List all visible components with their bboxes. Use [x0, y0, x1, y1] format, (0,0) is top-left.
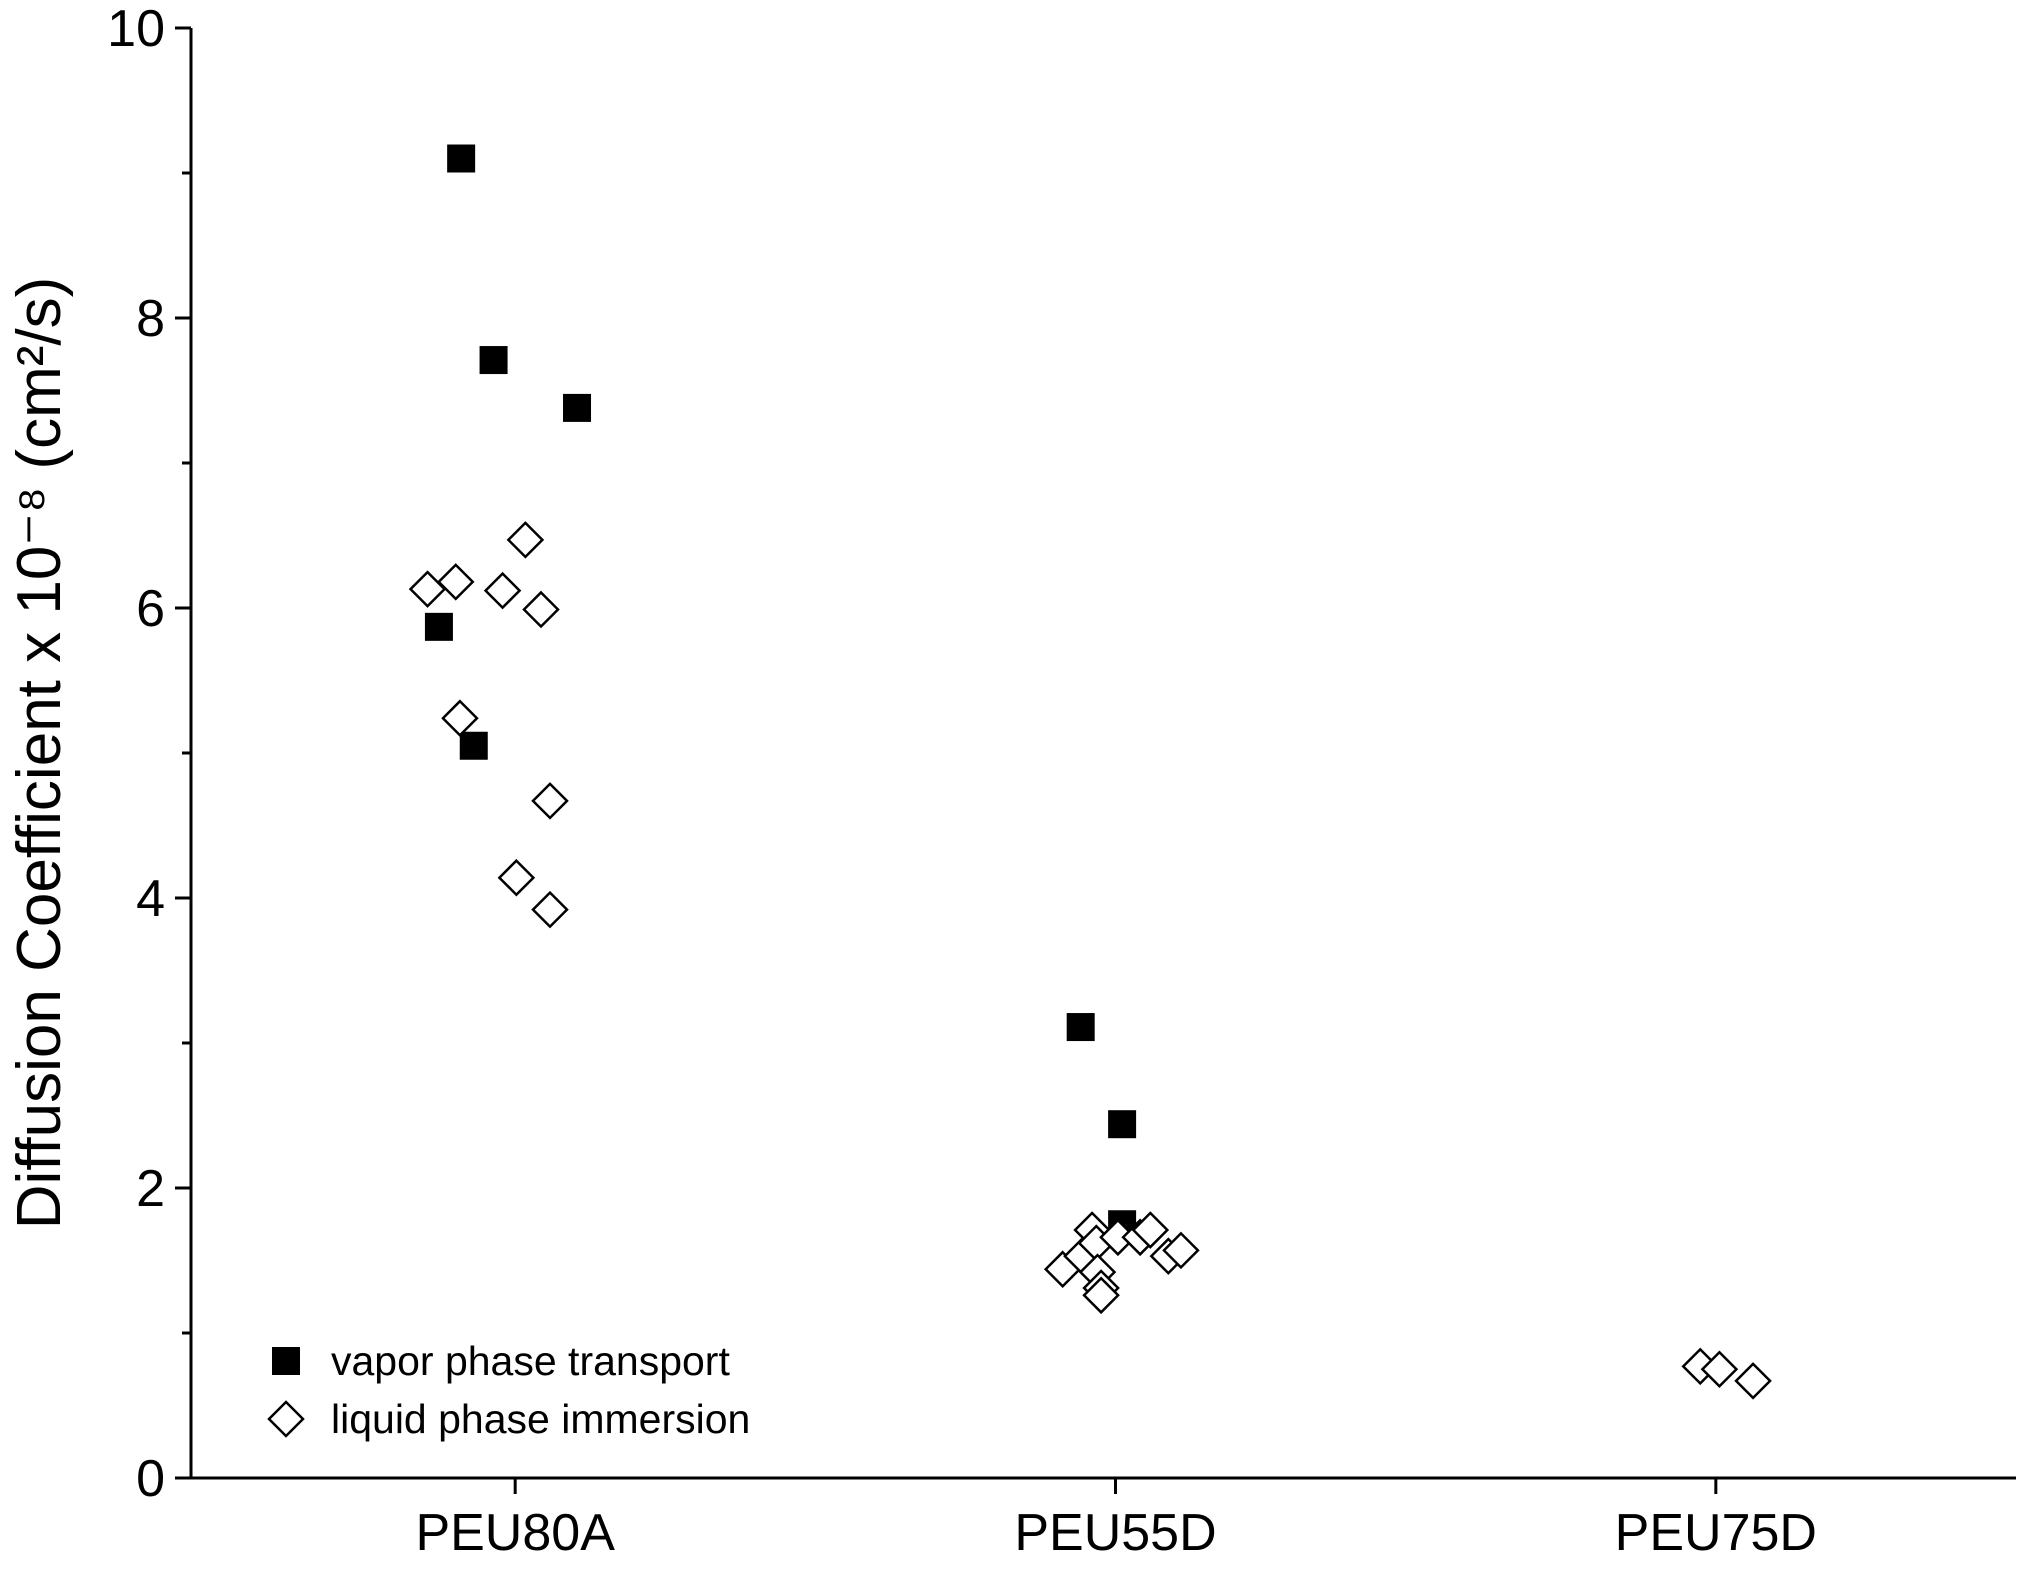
legend-marker — [272, 1347, 300, 1375]
diamond-marker — [436, 563, 475, 601]
y-tick-label: 0 — [136, 1450, 165, 1508]
diamond-marker — [531, 890, 569, 929]
y-tick-label: 2 — [136, 1160, 165, 1218]
legend-label: vapor phase transport — [331, 1338, 730, 1384]
legend-label: liquid phase immersion — [331, 1396, 750, 1442]
square-marker — [479, 346, 508, 375]
y-axis-label: Diffusion Coefficient x 10⁻⁸ (cm²/s) — [5, 277, 74, 1229]
diamond-marker — [497, 858, 536, 897]
y-tick-label: 6 — [136, 580, 165, 638]
diamond-marker — [1082, 1276, 1120, 1315]
diamond-marker — [1734, 1362, 1772, 1400]
square-marker — [459, 731, 488, 760]
diamond-marker — [441, 699, 479, 737]
diamond-marker — [506, 521, 545, 559]
y-tick-label: 4 — [136, 870, 165, 928]
square-marker — [563, 393, 592, 422]
diamond-marker — [408, 570, 447, 608]
square-marker — [1108, 1110, 1137, 1139]
x-tick-label: PEU75D — [1615, 1504, 1817, 1562]
diamond-marker — [1700, 1350, 1739, 1389]
diamond-marker — [531, 782, 569, 820]
x-tick-label: PEU80A — [415, 1504, 615, 1562]
legend-marker — [267, 1400, 305, 1438]
diamond-marker — [1162, 1231, 1200, 1270]
y-tick-label: 10 — [107, 0, 165, 58]
diamond-marker — [522, 590, 560, 629]
diamond-marker — [483, 571, 522, 610]
square-marker — [1066, 1013, 1095, 1042]
y-tick-label: 8 — [136, 290, 165, 348]
diamond-marker — [1131, 1211, 1170, 1249]
square-marker — [447, 144, 476, 173]
square-marker — [424, 612, 453, 641]
x-tick-label: PEU55D — [1014, 1504, 1216, 1562]
